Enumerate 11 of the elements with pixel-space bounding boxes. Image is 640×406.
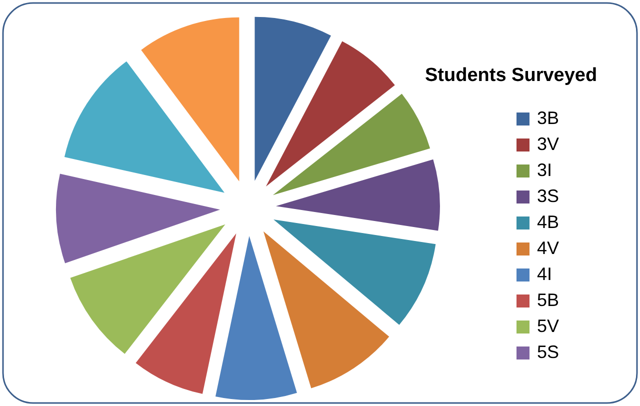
legend-label: 5B <box>537 290 560 310</box>
legend-label: 3B <box>537 108 560 128</box>
legend-label: 5S <box>537 342 560 362</box>
legend-label: 5V <box>537 316 560 336</box>
legend-label: 3V <box>537 134 560 154</box>
legend-title: Students Surveyed <box>425 65 598 86</box>
legend-label: 4B <box>537 212 560 232</box>
legend-label: 3S <box>537 186 560 206</box>
legend-label: 4V <box>537 238 560 258</box>
legend-label: 3I <box>537 160 552 180</box>
legend-label: 4I <box>537 264 552 284</box>
